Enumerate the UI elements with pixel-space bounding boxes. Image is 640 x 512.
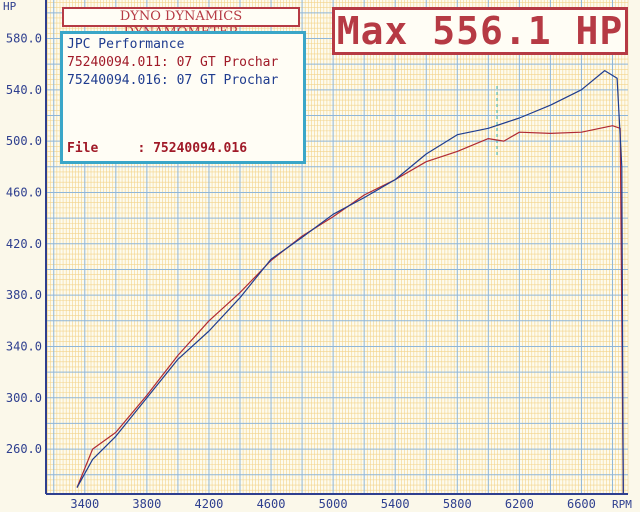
y-tick-label: 260.0 [6, 442, 42, 456]
y-tick-label: 460.0 [6, 185, 42, 199]
max-power-box: Max 556.1 HP [332, 7, 628, 55]
x-tick-label: 5000 [319, 497, 348, 511]
legend-file-label: File [67, 141, 99, 156]
x-tick-label: 6200 [505, 497, 534, 511]
x-tick-label: 5400 [381, 497, 410, 511]
legend-box: JPC Performance 75240094.011: 07 GT Proc… [60, 31, 306, 164]
series-line-1 [76, 125, 624, 495]
x-tick-label: 6600 [567, 497, 596, 511]
y-tick-label: 300.0 [6, 391, 42, 405]
legend-file-value: : 75240094.016 [137, 141, 248, 156]
x-tick-labels: 3400 3800 4200 4600 5000 5400 5800 6200 6600 [70, 497, 596, 511]
series-line-2 [76, 69, 624, 495]
y-tick-label: 580.0 [6, 31, 42, 45]
minor-grid [46, 0, 629, 494]
y-tick-label: 500.0 [6, 134, 42, 148]
legend-run-2: 75240094.016: 07 GT Prochar [67, 73, 279, 88]
x-tick-label: 5800 [443, 497, 472, 511]
max-power-value: Max 556.1 HP [336, 9, 624, 53]
x-tick-label: 4200 [195, 497, 224, 511]
dyno-title-box: DYNO DYNAMICS DYNAMOMETER [62, 7, 300, 40]
legend-file-row: File : 75240094.016 [67, 140, 247, 158]
x-tick-label: 4600 [257, 497, 286, 511]
y-tick-label: 380.0 [6, 288, 42, 302]
x-axis-unit: RPM [612, 498, 632, 511]
legend-company: JPC Performance [67, 37, 185, 52]
y-axis-unit: HP [3, 0, 17, 13]
y-tick-label: 540.0 [6, 83, 42, 97]
x-tick-label: 3800 [132, 497, 161, 511]
y-tick-label: 340.0 [6, 339, 42, 353]
y-tick-label: 420.0 [6, 237, 42, 251]
power-curves [76, 69, 624, 495]
legend-run-1: 75240094.011: 07 GT Prochar [67, 55, 279, 70]
y-tick-labels: 260.0 300.0 340.0 380.0 420.0 460.0 500.0 540.0… [6, 31, 42, 456]
x-tick-label: 3400 [70, 497, 99, 511]
